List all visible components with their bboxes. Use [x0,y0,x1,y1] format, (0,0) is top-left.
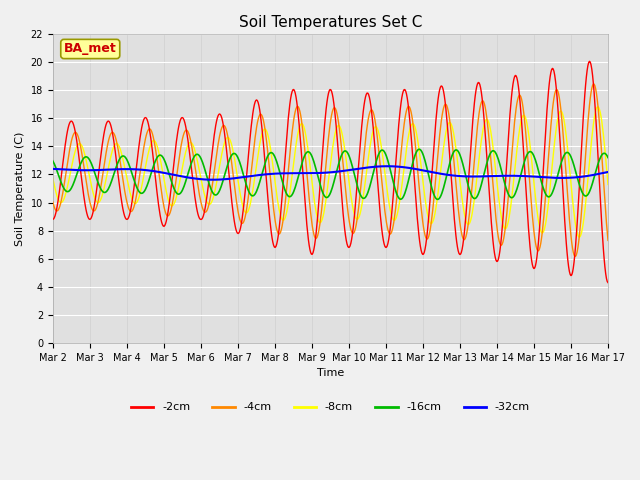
Title: Soil Temperatures Set C: Soil Temperatures Set C [239,15,422,30]
Text: BA_met: BA_met [64,43,116,56]
Y-axis label: Soil Temperature (C): Soil Temperature (C) [15,132,25,246]
Legend: -2cm, -4cm, -8cm, -16cm, -32cm: -2cm, -4cm, -8cm, -16cm, -32cm [127,398,534,417]
X-axis label: Time: Time [317,368,344,378]
